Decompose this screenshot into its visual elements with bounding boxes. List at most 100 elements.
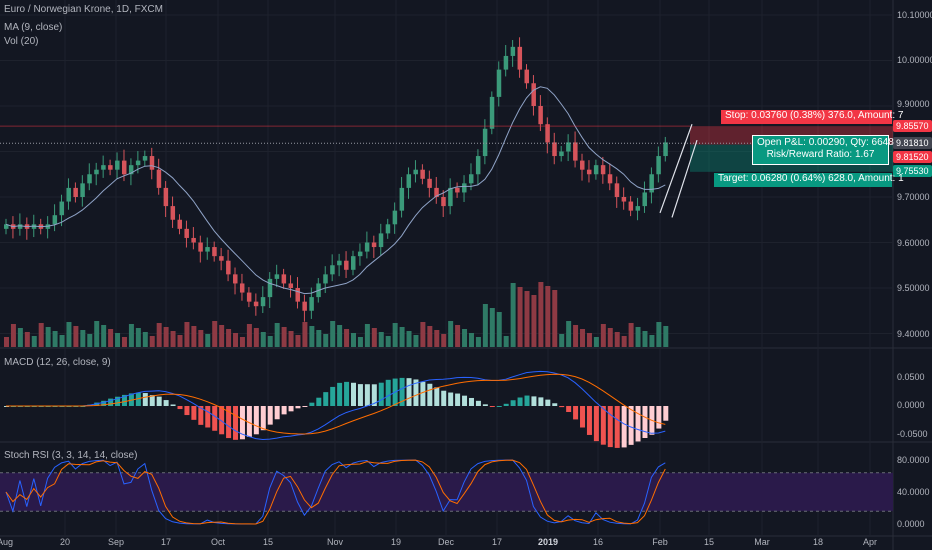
candle-body: [503, 55, 509, 70]
macd-histogram-bar: [149, 395, 155, 406]
volume-bar: [198, 330, 204, 347]
stop-box[interactable]: Stop: 0.03760 (0.38%) 376.0, Amount: 7: [721, 110, 903, 124]
macd-histogram-bar: [586, 406, 592, 435]
macd-histogram-bar: [538, 397, 544, 406]
candle-body: [552, 142, 557, 157]
macd-histogram-bar: [246, 406, 252, 437]
candle-body: [163, 187, 169, 207]
volume-bar: [226, 329, 232, 347]
candle-body: [663, 142, 668, 157]
volume-bar: [309, 326, 315, 347]
macd-histogram-bar: [302, 406, 308, 407]
candle-body: [635, 206, 641, 211]
volume-bar: [239, 337, 245, 347]
candle-body: [149, 156, 155, 170]
volume-bar: [135, 328, 141, 347]
candle-body: [135, 160, 141, 166]
macd-histogram-bar: [462, 395, 468, 406]
volume-bar: [441, 334, 447, 347]
volume-bar: [607, 328, 613, 347]
macd-histogram-bar: [378, 382, 384, 406]
macd-histogram-bar: [274, 406, 280, 420]
candle-body: [455, 187, 460, 193]
candle-body: [73, 187, 78, 197]
candle-body: [156, 169, 162, 188]
volume-bar: [552, 290, 558, 347]
price-tick: 9.50000: [897, 283, 930, 293]
volume-bar: [628, 323, 634, 347]
stoch-tick: 80.0000: [897, 455, 930, 465]
macd-histogram-bar: [219, 406, 225, 435]
candle-body: [351, 256, 356, 270]
pnl-box[interactable]: Open P&L: 0.00290, Qty: 6648 Risk/Reward…: [752, 135, 894, 165]
candle-body: [524, 69, 529, 84]
macd-histogram-bar: [316, 397, 322, 406]
volume-bar: [108, 329, 114, 347]
volume-bar: [538, 282, 544, 347]
macd-histogram-bar: [573, 406, 579, 420]
macd-histogram-bar: [163, 400, 169, 406]
volume-bar: [191, 326, 197, 347]
candle-body: [260, 297, 266, 307]
candle-body: [441, 197, 446, 207]
candle-body: [413, 169, 418, 175]
macd-tick: 0.0500: [897, 372, 925, 382]
candle-body: [649, 174, 654, 193]
macd-histogram-bar: [441, 390, 447, 406]
macd-histogram-bar: [385, 379, 391, 406]
candle-body: [482, 128, 488, 157]
volume-bar: [45, 327, 51, 347]
volume-bar: [344, 329, 350, 347]
candle-body: [385, 224, 391, 234]
volume-bar: [281, 327, 287, 347]
macd-histogram-bar: [614, 406, 620, 448]
candle-body: [468, 174, 474, 184]
macd-histogram-bar: [323, 392, 329, 406]
symbol-legend: Euro / Norwegian Krone, 1D, FXCM: [4, 4, 163, 15]
target-box[interactable]: Target: 0.06280 (0.64%) 628.0, Amount: 1: [714, 173, 904, 187]
volume-bar: [406, 331, 412, 347]
volume-bar: [351, 333, 356, 347]
volume-bar: [635, 327, 641, 347]
stoch-tick: 0.0000: [897, 519, 925, 529]
candle-body: [427, 178, 432, 188]
macd-histogram-bar: [253, 406, 259, 435]
time-tick: 17: [491, 537, 503, 547]
volume-bar: [184, 322, 190, 347]
candle-body: [323, 274, 328, 284]
time-tick: Mar: [754, 537, 770, 547]
pnl-line: Open P&L: 0.00290, Qty: 6648: [757, 137, 894, 148]
macd-histogram-bar: [545, 399, 551, 406]
entry-price-tag: 9.81520: [893, 151, 932, 163]
macd-histogram-bar: [267, 406, 273, 425]
time-tick: Apr: [862, 537, 878, 547]
candle-body: [191, 237, 196, 243]
price-tick: 9.70000: [897, 192, 930, 202]
macd-histogram-bar: [628, 406, 634, 445]
volume-bar: [31, 336, 37, 347]
volume-bar: [649, 335, 655, 347]
volume-bar: [302, 322, 308, 347]
candle-body: [94, 169, 99, 175]
volume-bar: [295, 335, 301, 347]
candle-body: [108, 165, 113, 170]
candle-body: [87, 174, 92, 184]
volume-bar: [510, 283, 516, 347]
macd-histogram-bar: [566, 406, 572, 412]
volume-bar: [4, 337, 9, 347]
volume-bar: [448, 321, 454, 347]
candle-body: [510, 46, 516, 56]
macd-histogram-bar: [198, 406, 204, 425]
macd-tick: 0.0000: [897, 400, 925, 410]
volume-bar: [475, 337, 481, 347]
macd-histogram-bar: [420, 381, 426, 406]
ma-line: [5, 86, 666, 295]
candle-body: [593, 165, 599, 175]
candle-body: [80, 183, 85, 197]
candle-body: [607, 174, 613, 184]
macd-histogram-bar: [663, 406, 669, 421]
candle-body: [600, 165, 606, 175]
macd-histogram-bar: [489, 406, 495, 407]
